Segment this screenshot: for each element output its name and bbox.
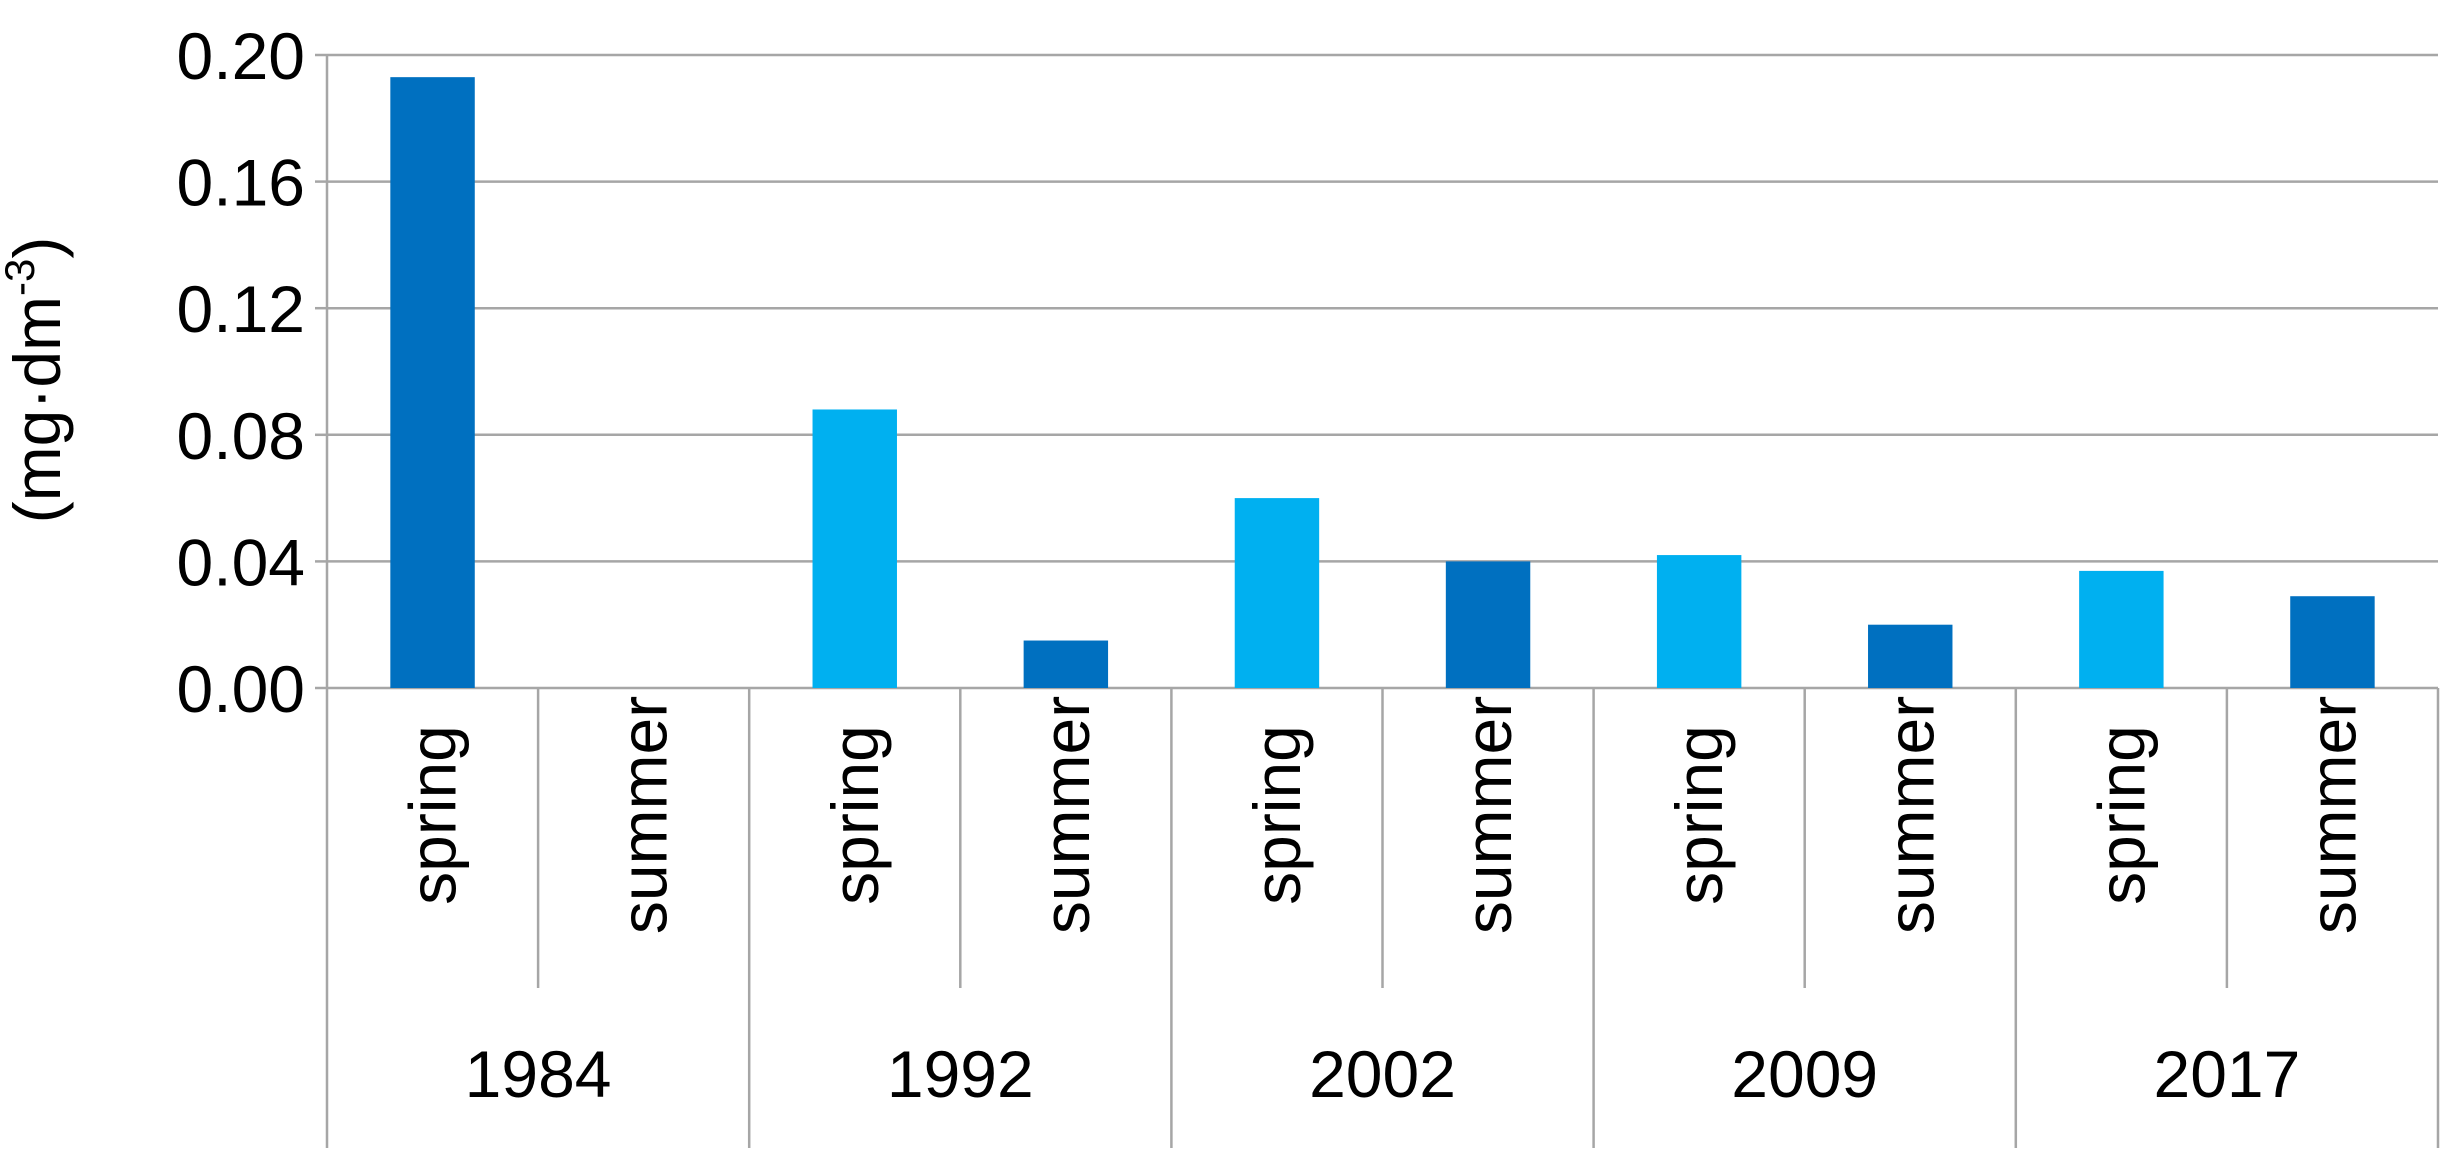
bar-2009-summer: [1868, 624, 1953, 688]
season-label: spring: [396, 725, 470, 905]
year-label: 1992: [887, 1037, 1034, 1111]
bar-1992-spring: [812, 409, 897, 688]
y-axis-title: (mg·dm-3): [0, 237, 74, 524]
year-label: 2009: [1731, 1037, 1878, 1111]
axes: [315, 53, 2440, 1148]
y-tick-label: 0.00: [177, 652, 305, 726]
year-label: 1984: [465, 1037, 612, 1111]
y-tick-label: 0.08: [177, 399, 305, 473]
bar-1992-summer: [1023, 640, 1109, 688]
season-label: summer: [1451, 696, 1525, 934]
y-tick-label: 0.04: [177, 525, 305, 599]
y-tick-label: 0.16: [177, 146, 305, 220]
season-label: summer: [1029, 696, 1103, 934]
y-tick-label: 0.12: [177, 272, 305, 346]
season-label: spring: [2084, 725, 2158, 905]
season-label: summer: [1873, 696, 1947, 934]
bar-2009-spring: [1656, 555, 1742, 688]
bar-2017-summer: [2290, 596, 2375, 688]
bar-2002-summer: [1445, 561, 1531, 688]
bar-2002-spring: [1234, 498, 1320, 688]
season-label: spring: [818, 725, 892, 905]
bars: [390, 77, 2375, 688]
season-label: spring: [1662, 725, 1736, 905]
bar-1984-spring: [390, 77, 475, 688]
bar-2017-spring: [2079, 570, 2164, 688]
season-label: spring: [1240, 725, 1314, 905]
year-label: 2017: [2153, 1037, 2300, 1111]
year-label: 2002: [1309, 1037, 1456, 1111]
labels: 0.00 0.04 0.08 0.12 0.16 0.20 spring summer 1984…: [0, 19, 2369, 1111]
season-label: summer: [2295, 696, 2369, 934]
y-tick-label: 0.20: [177, 19, 305, 93]
season-label: summer: [607, 696, 681, 934]
